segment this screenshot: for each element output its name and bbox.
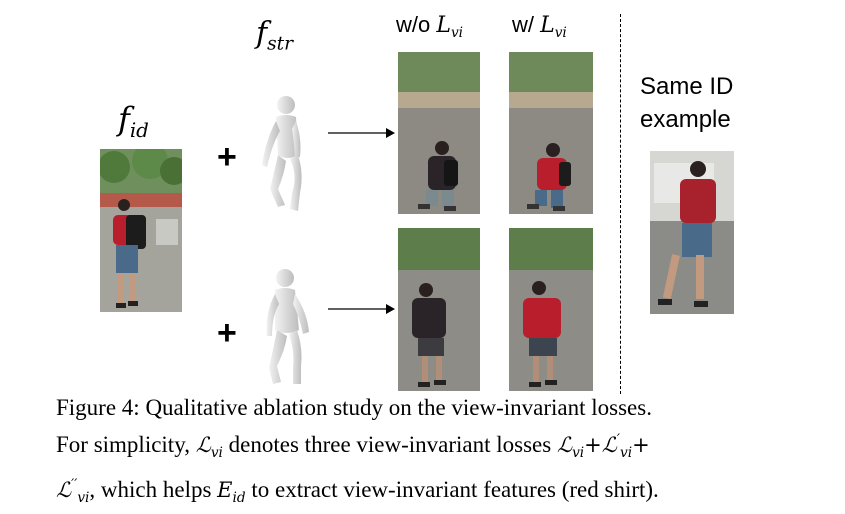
caption-text: denotes three view-invariant losses (222, 432, 557, 458)
col-with-prefix: w/ (512, 12, 541, 37)
same-id-example-photo (650, 151, 734, 314)
col-without-sub: vi (450, 24, 464, 41)
caption-text: For simplicity, (56, 432, 196, 458)
arrow-bottom-icon (328, 304, 395, 314)
same-id-line1: Same ID (640, 73, 734, 100)
caption-text: to extract view-invariant features (red … (245, 477, 659, 503)
math-L-vi: ℒvi (195, 433, 223, 461)
fid-label: fid (118, 100, 149, 142)
identity-source-photo (100, 149, 182, 312)
plus-sign-bottom: + (217, 314, 237, 352)
caption-line-1: Figure 4: Qualitative ablation study on … (56, 395, 652, 420)
generated-with-loss-top (509, 52, 593, 214)
arrow-top-icon (328, 128, 395, 138)
body-model-bottom (266, 269, 309, 384)
col-header-with-loss: w/ Lvi (512, 12, 567, 41)
col-without-base: L (436, 13, 451, 38)
fid-label-sub: id (129, 118, 149, 142)
generated-without-loss-bottom (398, 228, 480, 391)
caption-line-3: ℒ′′vi, which helps Eid to extract view-i… (56, 469, 826, 514)
generated-without-loss-top (398, 52, 480, 214)
col-with-base: L (540, 13, 555, 38)
figure-caption: Figure 4: Qualitative ablation study on … (56, 392, 826, 514)
fstr-label-base: f (256, 16, 268, 51)
caption-line-2: For simplicity, ℒvi denotes three view-i… (56, 424, 826, 469)
col-header-without-loss: w/o Lvi (396, 12, 463, 41)
math-loss-sum: ℒvi+ℒ′vi+ (556, 432, 650, 461)
same-id-line2: example (640, 106, 731, 133)
plus-sign-top: + (217, 138, 237, 176)
fstr-label: fstr (256, 16, 293, 55)
dashed-separator (620, 14, 621, 394)
col-without-prefix: w/o (396, 12, 437, 37)
caption-text: , which helps (89, 477, 218, 503)
same-id-label: Same ID example (640, 70, 733, 136)
fid-label-base: f (118, 100, 130, 138)
body-model-top (262, 96, 302, 211)
fstr-label-sub: str (267, 33, 294, 55)
generated-with-loss-bottom (509, 228, 593, 391)
col-with-sub: vi (554, 24, 567, 41)
